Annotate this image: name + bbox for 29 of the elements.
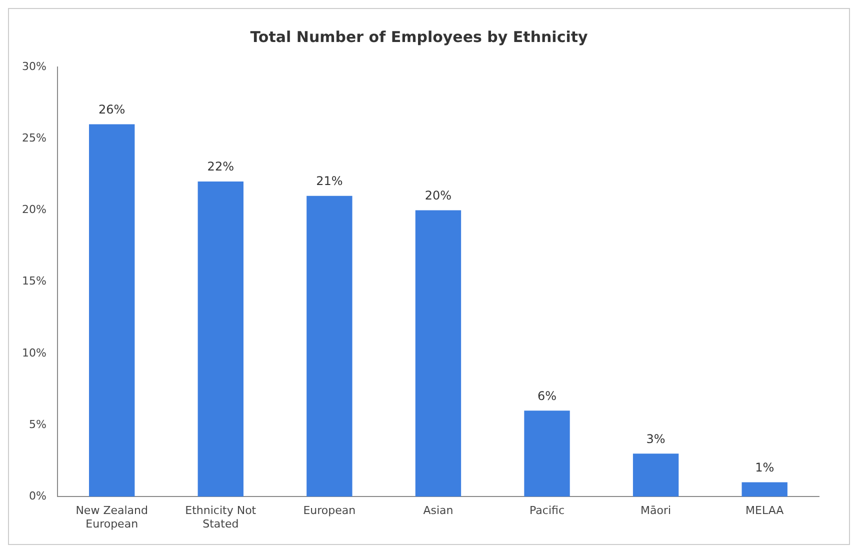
data-label: 22%: [207, 160, 234, 174]
y-tick-label: 30%: [22, 60, 46, 73]
y-tick-label: 10%: [22, 346, 46, 360]
bar: [198, 182, 244, 497]
y-tick-label: 5%: [28, 418, 46, 431]
data-label: 6%: [537, 388, 557, 403]
y-tick-label: 20%: [22, 203, 46, 216]
chart-title: Total Number of Employees by Ethnicity: [250, 28, 588, 46]
x-tick-label: Māori: [640, 504, 672, 518]
y-tick-label: 15%: [22, 274, 46, 288]
y-tick-label: 25%: [22, 131, 46, 144]
x-tick-label: Ethnicity Not Stated: [185, 504, 257, 530]
data-label: 3%: [646, 432, 666, 446]
data-label: 26%: [98, 102, 126, 116]
bar: [524, 410, 570, 497]
x-tick-label: New Zealand European: [76, 504, 148, 530]
bar: [415, 210, 462, 497]
data-label: 20%: [424, 188, 452, 202]
y-tick-label: 0%: [28, 489, 46, 502]
x-tick-label: Pacific: [530, 504, 564, 518]
x-tick-label: European: [303, 504, 356, 518]
x-tick-label: MELAA: [746, 504, 784, 518]
x-tick-label: Asian: [423, 504, 454, 518]
bar: [306, 196, 352, 497]
bar: [632, 454, 679, 497]
data-label: 1%: [755, 460, 774, 474]
bar: [89, 124, 135, 497]
data-label: 21%: [316, 174, 343, 188]
bar: [742, 482, 788, 497]
